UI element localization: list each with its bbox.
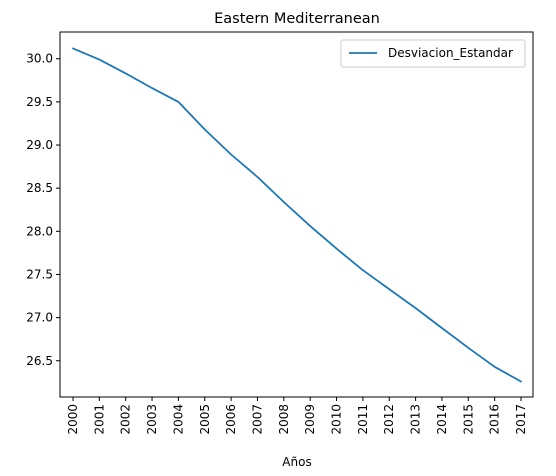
x-tick-label: 2005	[198, 404, 212, 435]
chart-title: Eastern Mediterranean	[214, 11, 380, 27]
y-tick-label: 28.5	[26, 181, 53, 195]
x-axis-ticks: 2000 2001 2002 2003 2004 2005 2006 2007 2008 2009…	[66, 397, 528, 435]
y-tick-label: 29.0	[26, 138, 53, 152]
x-tick-label: 2006	[224, 404, 238, 435]
plot-frame	[59, 31, 534, 398]
x-tick-label: 2016	[488, 404, 502, 435]
legend-box	[340, 39, 526, 68]
y-tick-label: 29.5	[26, 95, 53, 109]
x-tick-label: 2001	[92, 404, 106, 435]
y-axis-ticks: 26.5 27.0 27.5 28.0 28.5 29.0 29.5 30.0	[26, 52, 60, 368]
y-tick-label: 27.5	[26, 267, 53, 281]
series-line	[72, 47, 522, 383]
x-tick-label: 2015	[461, 404, 475, 435]
x-tick-label: 2017	[514, 404, 528, 435]
x-tick-label: 2008	[277, 404, 291, 435]
x-tick-label: 2013	[409, 404, 423, 435]
x-tick-label: 2010	[330, 404, 344, 435]
x-tick-label: 2002	[119, 404, 133, 435]
x-tick-label: 2014	[435, 404, 449, 435]
x-tick-label: 2007	[250, 404, 264, 435]
y-tick-label: 27.0	[26, 311, 53, 325]
x-tick-label: 2012	[382, 404, 396, 435]
x-tick-label: 2009	[303, 404, 317, 435]
y-tick-label: 30.0	[26, 52, 53, 66]
x-axis-label: Años	[282, 455, 311, 469]
y-tick-label: 26.5	[26, 354, 53, 368]
y-tick-label: 28.0	[26, 224, 53, 238]
x-tick-label: 2000	[66, 404, 80, 435]
series-lines	[72, 47, 522, 383]
x-tick-label: 2004	[171, 404, 185, 435]
x-tick-label: 2011	[356, 404, 370, 435]
legend-label: Desviacion_Estandar	[388, 46, 513, 60]
x-tick-label: 2003	[145, 404, 159, 435]
legend: Desviacion_Estandar	[340, 39, 526, 68]
